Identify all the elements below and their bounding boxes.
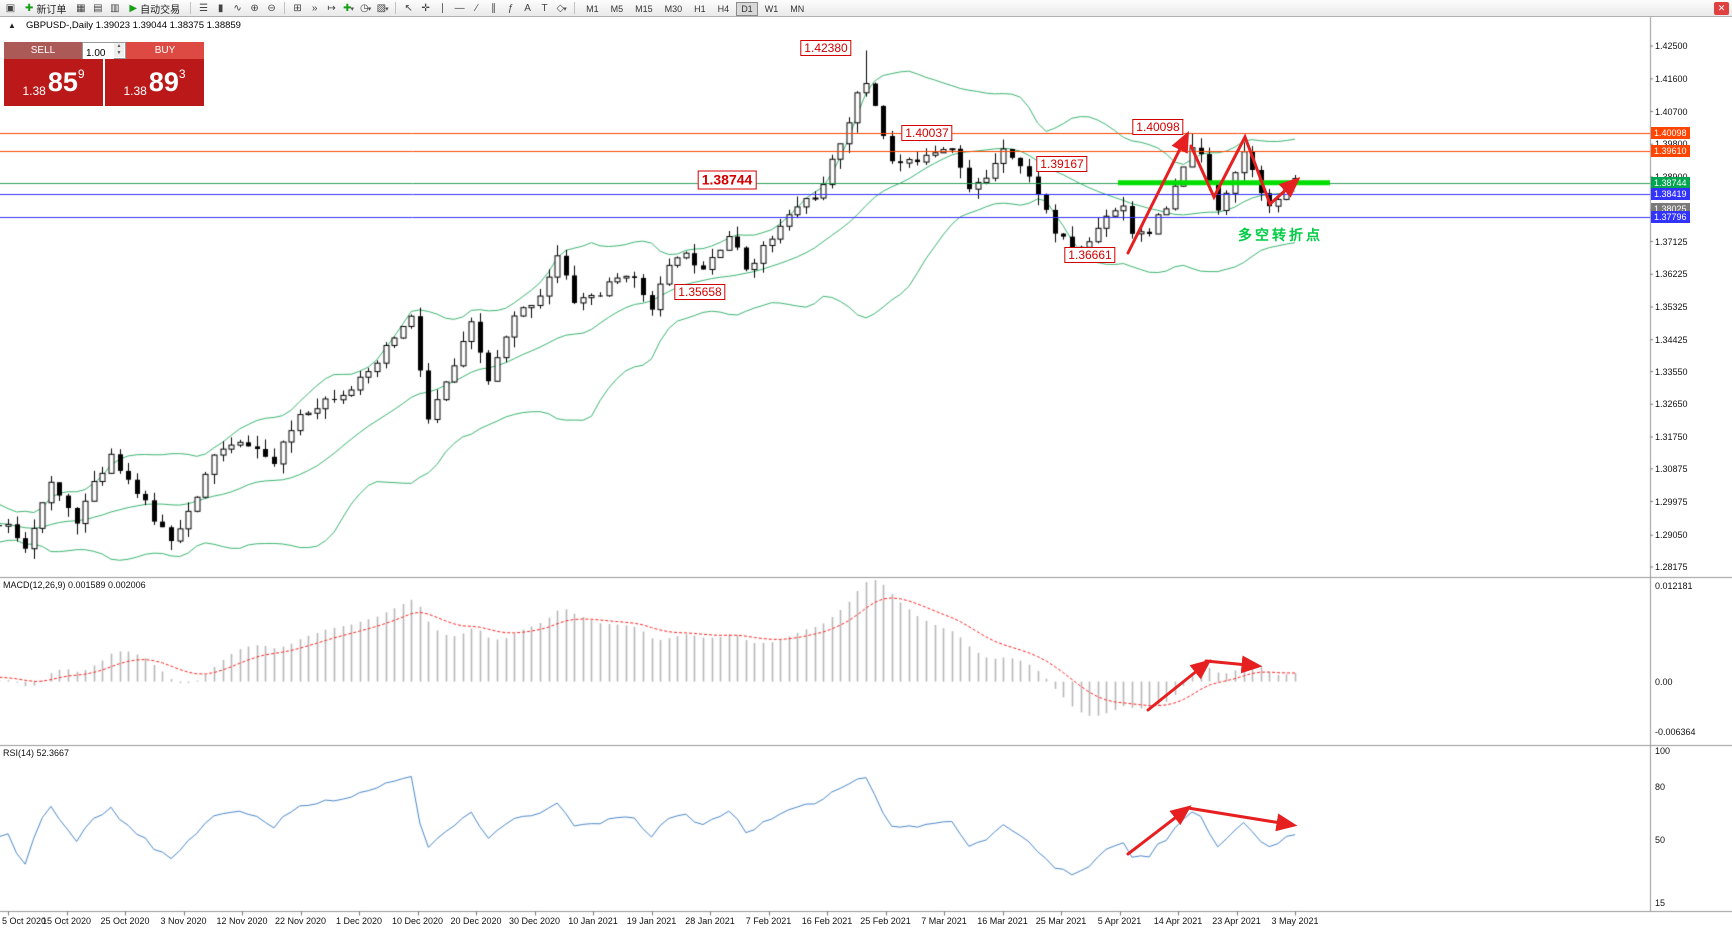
market-watch-icon[interactable]: ▥ bbox=[110, 2, 120, 14]
dropdown-caret-icon: ▾ bbox=[367, 5, 372, 13]
buy-price-big: 89 bbox=[148, 67, 179, 97]
buy-price-prefix: 1.38 bbox=[123, 84, 147, 98]
zoom-in-icon[interactable]: ⊕ bbox=[250, 2, 259, 14]
timeframe-m30[interactable]: M30 bbox=[664, 4, 683, 14]
play-icon: ▶ bbox=[129, 2, 138, 14]
timeframe-group: M1 M5 M15 M30 H1 H4 D1 W1 MN bbox=[580, 0, 810, 17]
dropdown-caret-icon: ▾ bbox=[350, 5, 355, 13]
timeframe-m1[interactable]: M1 bbox=[586, 4, 599, 14]
crosshair-icon[interactable]: ✛ bbox=[421, 2, 430, 14]
sell-button[interactable]: 1.38 85 9 bbox=[4, 59, 103, 106]
windows-icon[interactable]: ▦ bbox=[76, 2, 86, 14]
price-annotation[interactable]: 1.40037 bbox=[901, 125, 953, 141]
timeframe-d1[interactable]: D1 bbox=[736, 2, 758, 16]
chart-shift-icon[interactable]: ↦ bbox=[327, 2, 336, 14]
timeframe-m15[interactable]: M15 bbox=[635, 4, 653, 14]
text-label-icon[interactable]: T bbox=[541, 2, 548, 14]
zoom-out-icon[interactable]: ⊖ bbox=[267, 2, 276, 14]
new-order-button-label: 新订单 bbox=[36, 4, 67, 16]
buy-header[interactable]: BUY bbox=[126, 42, 204, 59]
timeframe-w1[interactable]: W1 bbox=[764, 4, 779, 14]
templates-button[interactable]: ▧▾ bbox=[376, 2, 389, 14]
oneclick-trade-panel: SELL ▲ ▼ BUY 1.38 85 9 1.38 89 3 bbox=[4, 42, 204, 106]
sell-price-prefix: 1.38 bbox=[22, 84, 46, 98]
indicators-button[interactable]: ✚▾ bbox=[343, 2, 355, 14]
timeframe-m5[interactable]: M5 bbox=[610, 4, 624, 14]
toolbar: ▣ ✚ 新订单 ▦ ▤ ▥ ▶ 自动交易 ☰ ▮ ∿ ⊕ ⊖ ⊞» ↦ ✚▾ ◷▾ ▧▾ ↖ ✛ ∣ ― ∕ ∥ ƒ A T ◇▾ M1… bbox=[0, 0, 1732, 17]
sell-header[interactable]: SELL bbox=[4, 42, 82, 59]
fibonacci-icon[interactable]: ƒ bbox=[507, 2, 514, 14]
shapes-icon[interactable]: ◇▾ bbox=[556, 2, 567, 14]
price-annotation[interactable]: 1.38744 bbox=[697, 170, 757, 190]
price-annotation[interactable]: 1.36661 bbox=[1064, 247, 1116, 263]
timeframe-h4[interactable]: H4 bbox=[717, 4, 730, 14]
autotrading-button[interactable]: ▶ 自动交易 bbox=[124, 1, 185, 16]
price-annotation[interactable]: 1.42380 bbox=[800, 40, 852, 56]
toolbar-separator bbox=[190, 2, 192, 14]
volume-spin-up-icon[interactable]: ▲ bbox=[114, 43, 124, 50]
buy-price-pip: 3 bbox=[178, 67, 186, 81]
periods-button[interactable]: ◷▾ bbox=[359, 2, 372, 14]
buy-button[interactable]: 1.38 89 3 bbox=[105, 59, 204, 106]
dropdown-caret-icon: ▾ bbox=[563, 5, 567, 13]
volume-input[interactable] bbox=[83, 47, 114, 60]
toolbar-separator bbox=[284, 2, 286, 14]
sell-price-big: 85 bbox=[47, 67, 78, 97]
close-chart-button[interactable]: ✕ bbox=[1714, 1, 1729, 15]
profiles-icon[interactable]: ▤ bbox=[93, 2, 103, 14]
cursor-icon[interactable]: ↖ bbox=[404, 2, 413, 14]
plus-icon: ✚ bbox=[25, 2, 34, 14]
autotrading-button-label: 自动交易 bbox=[140, 4, 181, 16]
candlestick-chart-icon[interactable]: ▮ bbox=[217, 2, 224, 14]
vertical-line-icon[interactable]: ∣ bbox=[440, 2, 446, 14]
price-annotation[interactable]: 1.39167 bbox=[1036, 156, 1088, 172]
toolbar-separator bbox=[574, 2, 576, 14]
channel-icon[interactable]: ∥ bbox=[491, 2, 497, 14]
toolbar-separator bbox=[395, 2, 397, 14]
tile-windows-icon[interactable]: ⊞ bbox=[293, 2, 302, 14]
price-annotation[interactable]: 1.40098 bbox=[1132, 119, 1184, 135]
bar-chart-icon[interactable]: ☰ bbox=[199, 2, 209, 14]
line-chart-icon[interactable]: ∿ bbox=[233, 2, 242, 14]
new-order-button[interactable]: ✚ 新订单 bbox=[20, 1, 71, 16]
timeframe-mn[interactable]: MN bbox=[790, 4, 805, 14]
dropdown-caret-icon: ▾ bbox=[385, 5, 389, 13]
trendline-icon[interactable]: ∕ bbox=[475, 2, 478, 14]
text-icon[interactable]: A bbox=[524, 2, 531, 14]
auto-scroll-icon[interactable]: » bbox=[311, 2, 318, 14]
price-annotation[interactable]: 1.35658 bbox=[674, 284, 726, 300]
timeframe-h1[interactable]: H1 bbox=[694, 4, 706, 14]
volume-spin-down-icon[interactable]: ▼ bbox=[114, 50, 124, 57]
horizontal-line-icon[interactable]: ― bbox=[454, 2, 465, 14]
chart-window-icon[interactable]: ▣ bbox=[5, 2, 16, 14]
volume-box: ▲ ▼ bbox=[82, 42, 126, 60]
sell-price-pip: 9 bbox=[77, 67, 85, 81]
